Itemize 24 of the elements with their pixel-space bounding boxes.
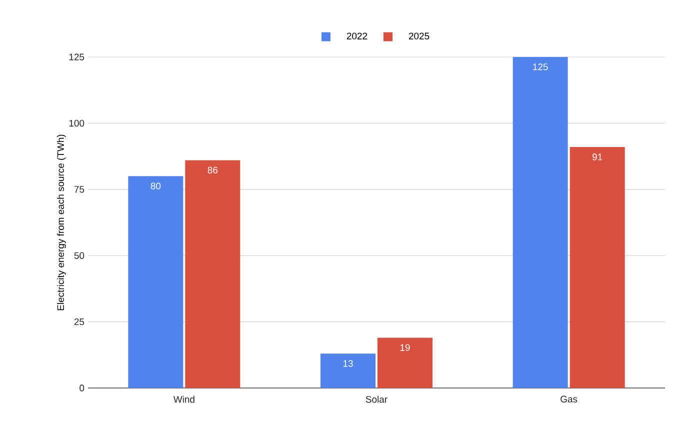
- y-axis-title: Electricity energy from each source (TWh): [57, 134, 66, 310]
- y-tick-label: 125: [69, 54, 84, 60]
- y-tick-label: 75: [74, 186, 84, 193]
- data-label: 80: [150, 182, 161, 190]
- x-tick-label: Wind: [173, 396, 194, 403]
- legend-label: 2025: [408, 32, 430, 40]
- data-label: 125: [533, 64, 548, 70]
- data-label: 91: [592, 154, 602, 160]
- bar: [570, 147, 625, 388]
- data-label: 19: [400, 344, 410, 351]
- bar: [185, 160, 240, 388]
- y-tick-label: 0: [80, 384, 84, 392]
- bar: [128, 176, 184, 388]
- x-tick-label: Gas: [560, 396, 578, 402]
- data-label: 13: [343, 360, 353, 367]
- bar: [378, 338, 433, 388]
- y-tick-label: 25: [74, 318, 84, 326]
- y-tick-label: 100: [69, 120, 84, 127]
- legend-label: 2022: [346, 32, 368, 40]
- bar: [512, 56, 568, 388]
- x-tick-label: Solar: [366, 396, 388, 403]
- bar: [320, 354, 376, 388]
- data-label: 86: [208, 166, 218, 174]
- y-tick-label: 50: [74, 252, 84, 259]
